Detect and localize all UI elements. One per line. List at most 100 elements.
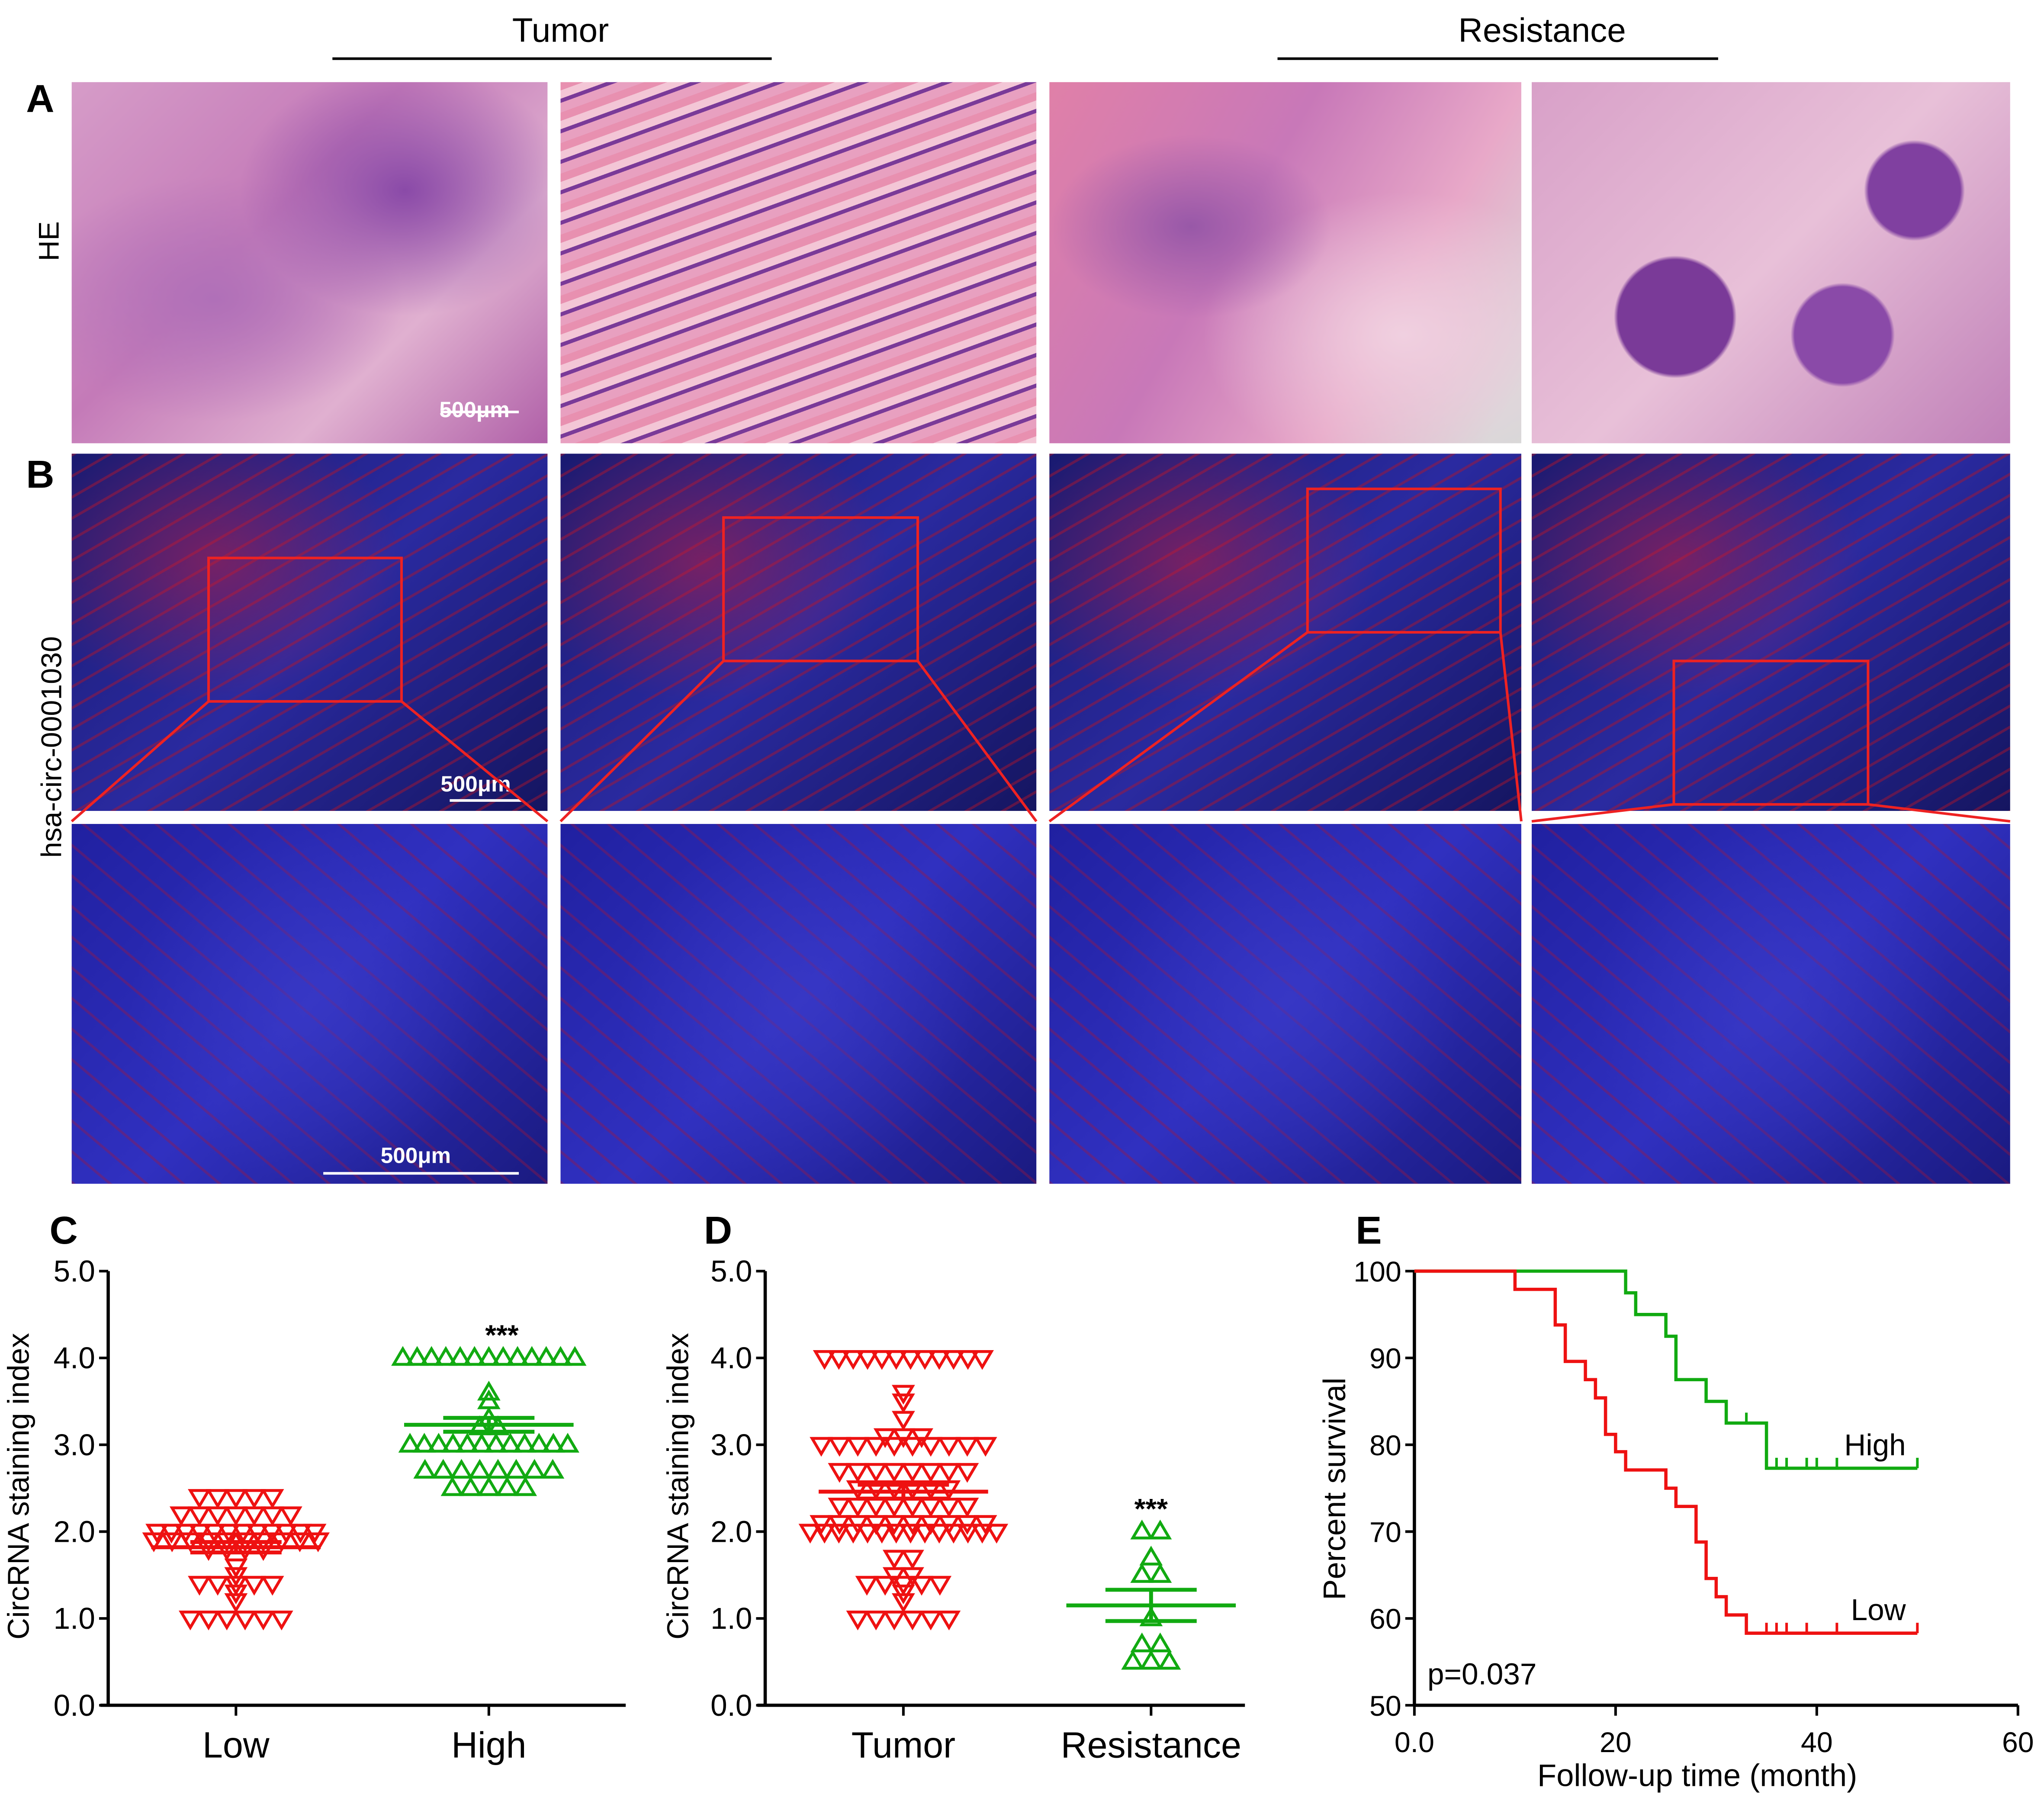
panel-letter-e: E xyxy=(1356,1209,1382,1253)
y-tick-label: 90 xyxy=(1369,1343,1401,1375)
y-tick-label: 100 xyxy=(1353,1256,1401,1288)
scale-bar-label: 500μm xyxy=(380,1143,451,1168)
data-point xyxy=(919,1611,943,1631)
data-point xyxy=(899,1350,922,1370)
data-point xyxy=(913,1350,937,1370)
y-tick-label: 0.0 xyxy=(54,1688,95,1722)
panel-letter-d: D xyxy=(704,1209,733,1253)
data-point xyxy=(955,1463,979,1483)
y-tick-label: 50 xyxy=(1369,1690,1401,1722)
data-point xyxy=(492,1346,515,1366)
data-point xyxy=(398,1433,422,1453)
data-point xyxy=(841,1350,865,1370)
data-point xyxy=(919,1498,943,1518)
data-point xyxy=(197,1611,220,1631)
data-point xyxy=(882,1611,906,1631)
header-resistance-line xyxy=(1277,57,1718,60)
data-point xyxy=(864,1463,888,1483)
data-point xyxy=(955,1498,979,1518)
data-point xyxy=(927,1350,951,1370)
data-point xyxy=(413,1459,437,1479)
zoom-line xyxy=(916,660,1038,822)
data-point xyxy=(884,1524,908,1544)
data-point xyxy=(891,1428,915,1448)
data-point xyxy=(498,1433,522,1453)
data-point xyxy=(1157,1650,1181,1670)
y-tick-label: 1.0 xyxy=(710,1602,752,1635)
y-tick-label: 2.0 xyxy=(710,1515,752,1549)
data-point xyxy=(1121,1650,1145,1670)
zoom-line xyxy=(1867,803,2011,823)
data-point xyxy=(412,1433,436,1453)
if-zoom-image-tumor-1: 500μm xyxy=(71,824,548,1184)
data-point xyxy=(882,1463,906,1483)
y-axis-label: CircRNA staining index xyxy=(1,1333,35,1640)
data-point xyxy=(882,1498,906,1518)
header-tumor-line xyxy=(332,57,772,60)
data-point xyxy=(901,1463,924,1483)
data-point xyxy=(846,1480,870,1500)
data-point xyxy=(450,1459,473,1479)
x-tick-label: Tumor xyxy=(852,1724,956,1765)
data-point xyxy=(459,1476,482,1496)
data-point xyxy=(955,1437,979,1457)
data-point xyxy=(956,1524,980,1544)
data-point xyxy=(431,1459,455,1479)
data-point xyxy=(882,1437,906,1457)
y-tick-label: 4.0 xyxy=(54,1341,95,1375)
data-point xyxy=(260,1506,284,1526)
data-point xyxy=(242,1576,266,1596)
data-point xyxy=(910,1576,933,1596)
data-point xyxy=(456,1433,479,1453)
data-point xyxy=(1139,1606,1163,1627)
data-point xyxy=(1148,1632,1172,1653)
zoom-line xyxy=(1499,632,1523,822)
data-point xyxy=(477,1380,501,1401)
data-point xyxy=(813,1350,836,1370)
x-tick-label: Resistance xyxy=(1061,1724,1241,1765)
data-point xyxy=(891,1393,915,1414)
data-point xyxy=(846,1611,870,1631)
data-point xyxy=(477,1346,501,1366)
data-point xyxy=(882,1480,906,1500)
he-image-tumor-1: 500μm xyxy=(71,82,548,444)
he-image-resistance-1 xyxy=(1049,82,1521,444)
y-tick-label: 60 xyxy=(1369,1603,1401,1635)
zoom-box xyxy=(722,516,919,663)
x-tick-label: 20 xyxy=(1600,1727,1632,1759)
data-point xyxy=(178,1611,202,1631)
data-point xyxy=(937,1437,961,1457)
data-point xyxy=(937,1498,961,1518)
data-point xyxy=(810,1437,833,1457)
data-point xyxy=(563,1346,587,1366)
data-point xyxy=(901,1437,924,1457)
x-tick-label: Low xyxy=(202,1724,270,1765)
data-point xyxy=(864,1437,888,1457)
zoom-box xyxy=(1672,659,1870,806)
data-point xyxy=(856,1350,879,1370)
data-point xyxy=(928,1576,952,1596)
data-point xyxy=(142,1532,166,1553)
data-point xyxy=(541,1459,565,1479)
data-point xyxy=(279,1506,302,1526)
data-point xyxy=(864,1498,888,1518)
data-point xyxy=(224,1506,248,1526)
data-point xyxy=(882,1515,906,1535)
data-point xyxy=(506,1346,529,1366)
data-point xyxy=(260,1576,284,1596)
data-point xyxy=(910,1428,933,1448)
if-zoom-image-resistance-1 xyxy=(1049,824,1521,1184)
data-point xyxy=(846,1515,870,1535)
data-point xyxy=(206,1576,230,1596)
data-point xyxy=(1148,1563,1172,1583)
data-point xyxy=(873,1428,897,1448)
data-point xyxy=(942,1350,965,1370)
zoom-line xyxy=(71,700,210,823)
data-point xyxy=(542,1433,565,1453)
data-point xyxy=(937,1515,961,1535)
panel-letter-a: A xyxy=(26,78,55,122)
data-point xyxy=(160,1532,184,1553)
data-point xyxy=(901,1611,924,1631)
data-point xyxy=(864,1480,888,1500)
x-tick-label: 60 xyxy=(2002,1727,2034,1759)
